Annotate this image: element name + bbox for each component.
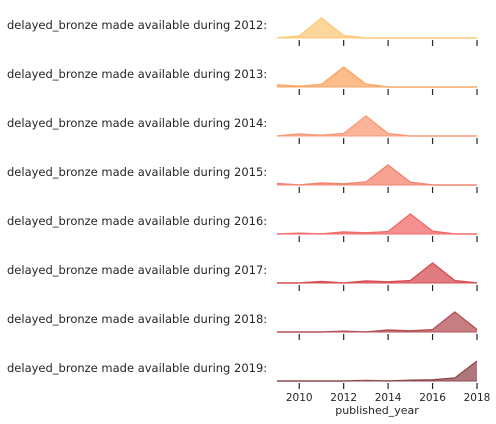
ridge-line <box>276 66 477 88</box>
ridge-area <box>277 165 477 185</box>
x-tick-label: 2016 <box>419 392 446 404</box>
ridge-area <box>277 361 477 381</box>
ridge-row-label: delayed_bronze made available during 201… <box>7 67 267 81</box>
ridge-area <box>277 312 477 332</box>
ridge-line <box>277 262 478 284</box>
ridge-row-label: delayed_bronze made available during 201… <box>7 116 267 130</box>
ridge-row-label: delayed_bronze made available during 201… <box>7 263 267 277</box>
ridge-row-label: delayed_bronze made available during 201… <box>7 165 267 179</box>
ridge-area <box>277 67 477 87</box>
ridge-row-label: delayed_bronze made available during 201… <box>7 18 267 32</box>
ridge-area <box>277 214 477 234</box>
ridge-line <box>276 213 477 235</box>
x-tick-label: 2012 <box>330 392 357 404</box>
x-tick-label: 2010 <box>286 392 313 404</box>
x-tick-label: 2014 <box>375 392 402 404</box>
ridge-row-label: delayed_bronze made available during 201… <box>7 312 267 326</box>
x-axis-title: published_year <box>335 404 419 417</box>
ridge-area <box>277 116 477 136</box>
ridge-line <box>277 360 478 382</box>
ridge-area <box>277 263 477 283</box>
ridge-area <box>277 18 477 38</box>
ridge-row-label: delayed_bronze made available during 201… <box>7 214 267 228</box>
ridge-row-label: delayed_bronze made available during 201… <box>7 361 267 375</box>
x-tick-label: 2018 <box>464 392 491 404</box>
